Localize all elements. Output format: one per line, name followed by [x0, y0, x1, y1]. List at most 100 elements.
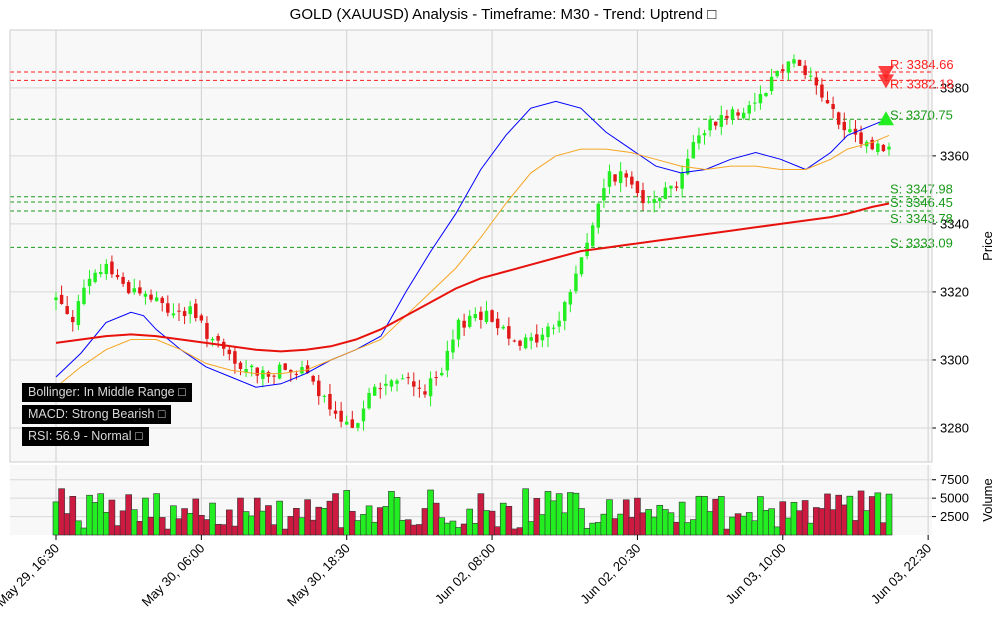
volume-bar — [723, 528, 731, 536]
candle — [887, 146, 891, 150]
candle — [758, 94, 763, 104]
volume-bar — [97, 493, 105, 536]
volume-bar — [220, 524, 228, 536]
candle — [59, 294, 64, 304]
candle — [501, 326, 505, 329]
volume-bar — [757, 496, 764, 536]
candle — [322, 395, 327, 397]
candle — [160, 297, 164, 303]
candle — [339, 410, 343, 422]
volume-bar — [63, 513, 71, 536]
candle — [289, 369, 293, 372]
candle — [121, 276, 125, 284]
candle — [149, 294, 153, 300]
volume-bar — [281, 528, 289, 536]
candle — [434, 377, 438, 379]
volume-bar — [527, 521, 535, 536]
volume-bar — [192, 498, 200, 536]
volume-bar — [505, 505, 513, 536]
candle — [194, 303, 198, 318]
volume-bar — [75, 520, 82, 536]
candle — [540, 334, 545, 341]
candle — [143, 293, 148, 297]
candle — [406, 377, 410, 379]
volume-bar — [427, 489, 434, 536]
candle — [389, 380, 394, 387]
candle — [87, 278, 92, 287]
candle — [725, 115, 729, 119]
candle — [769, 76, 774, 92]
candle — [808, 75, 813, 77]
candle — [138, 287, 142, 294]
volume-bar — [103, 511, 110, 536]
volume-bar — [695, 495, 703, 536]
volume-bar — [796, 510, 803, 536]
volume-bar — [164, 528, 172, 536]
volume-bar — [622, 499, 630, 536]
candle — [238, 362, 243, 370]
x-tick-label: May 30, 06:00 — [139, 541, 208, 610]
candle — [697, 135, 701, 144]
candle — [479, 311, 483, 320]
volume-bar — [231, 525, 239, 536]
candle — [495, 318, 500, 329]
volume-bar — [628, 517, 636, 536]
candle — [177, 310, 181, 312]
x-tick-label: Jun 02, 08:00 — [432, 541, 498, 607]
candle — [423, 391, 427, 395]
volume-panel: 2500 5000 7500 — [10, 465, 969, 536]
candle — [551, 327, 556, 329]
candle — [199, 315, 204, 321]
candle — [596, 203, 601, 228]
candle — [518, 340, 522, 346]
volume-bar — [578, 508, 585, 536]
volume-bar — [645, 509, 652, 536]
level-label: R: 3382.18 — [890, 76, 954, 91]
level-label: S: 3347.98 — [890, 182, 953, 197]
candle — [680, 172, 684, 189]
candle — [227, 349, 232, 355]
volume-bar — [360, 514, 367, 536]
candle — [266, 372, 271, 377]
volume-bar — [550, 500, 557, 536]
candle — [384, 383, 388, 386]
candle — [842, 121, 847, 131]
volume-bar — [293, 508, 300, 536]
rsi-annotation: RSI: 56.9 - Normal □ — [22, 427, 149, 446]
volume-bar — [745, 512, 753, 536]
volume-bar — [762, 510, 770, 536]
candle — [568, 292, 573, 305]
volume-bar — [253, 497, 261, 536]
volume-bar — [158, 517, 166, 536]
candle — [456, 319, 461, 340]
candle — [624, 173, 628, 178]
candle — [255, 367, 259, 376]
candle — [104, 263, 109, 275]
y-tick-label: 3320 — [940, 284, 969, 299]
volume-bar — [119, 510, 127, 536]
candle — [261, 370, 265, 379]
volume-bar — [332, 493, 339, 536]
candle — [132, 288, 137, 293]
volume-bar — [779, 501, 787, 536]
candle — [881, 144, 886, 152]
candle — [786, 61, 791, 73]
volume-bar — [304, 499, 311, 536]
candle — [350, 419, 355, 428]
candle — [412, 381, 416, 387]
candle — [311, 375, 315, 382]
volume-bar — [209, 502, 216, 536]
candle — [367, 393, 371, 409]
candle — [563, 301, 567, 321]
volume-bar — [751, 520, 759, 536]
volume-bar — [321, 508, 328, 536]
candle — [691, 142, 696, 159]
volume-bar — [181, 508, 188, 536]
candle — [115, 274, 120, 278]
candle — [98, 271, 103, 275]
y-tick-label: 3360 — [940, 148, 969, 163]
volume-bar — [846, 495, 854, 536]
candle — [658, 197, 662, 202]
volume-bar — [393, 496, 401, 536]
volume-bar — [410, 524, 418, 536]
